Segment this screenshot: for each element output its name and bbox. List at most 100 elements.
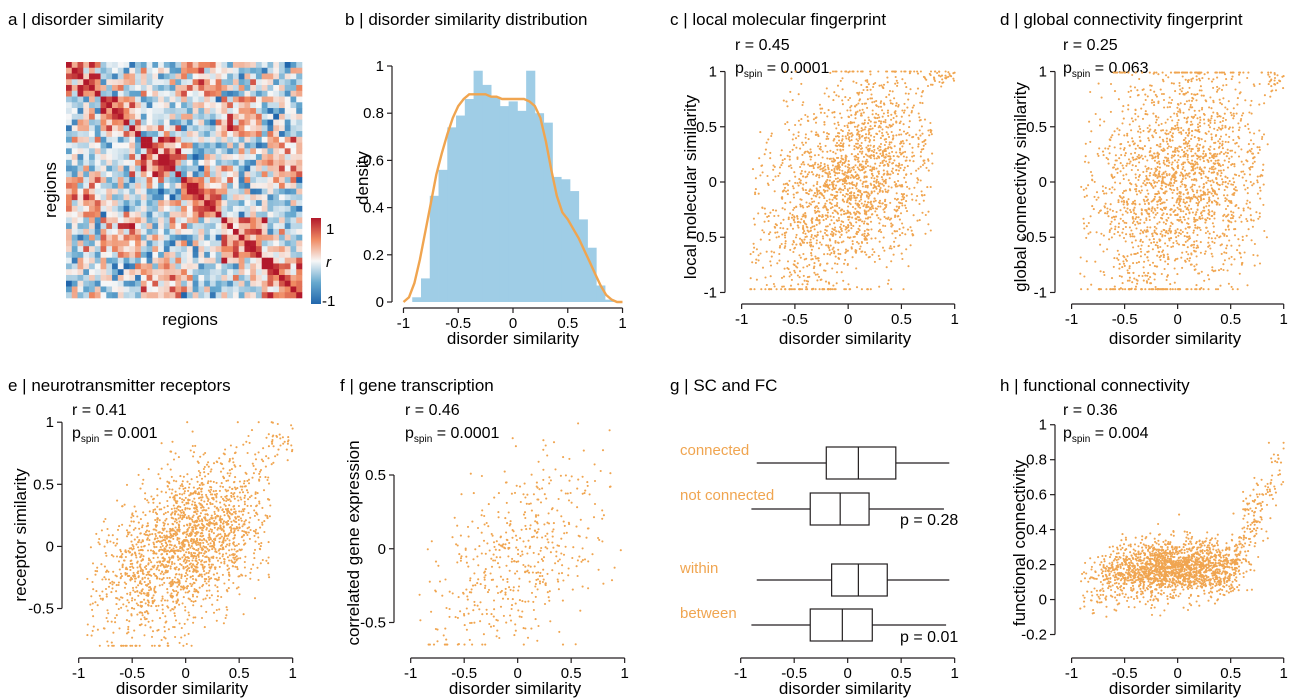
heatmap-cell bbox=[261, 274, 268, 282]
data-point bbox=[838, 179, 841, 182]
heatmap-cell bbox=[215, 280, 222, 287]
data-point bbox=[818, 210, 821, 213]
data-point bbox=[850, 227, 853, 230]
heatmap-cell bbox=[238, 171, 245, 178]
heatmap-cell bbox=[89, 136, 96, 143]
data-point bbox=[1179, 185, 1182, 188]
heatmap-cell bbox=[186, 119, 193, 126]
heatmap-cell bbox=[250, 90, 257, 97]
heatmap-cell bbox=[100, 274, 107, 282]
heatmap-cell bbox=[244, 240, 251, 247]
data-point bbox=[1099, 288, 1103, 291]
data-point bbox=[1136, 155, 1139, 158]
heatmap-cell bbox=[175, 108, 182, 115]
x-tick-label: -1 bbox=[735, 311, 748, 328]
data-point bbox=[899, 212, 903, 215]
data-point bbox=[853, 192, 856, 195]
data-point bbox=[869, 128, 872, 131]
heatmap-cell bbox=[186, 102, 193, 109]
data-point bbox=[872, 155, 875, 158]
heatmap-cell bbox=[146, 280, 153, 287]
heatmap-cell bbox=[273, 171, 280, 178]
data-point bbox=[832, 250, 836, 253]
heatmap-cell bbox=[146, 251, 153, 259]
panel-c-title: c | local molecular fingerprint bbox=[670, 10, 886, 29]
heatmap-cell bbox=[94, 102, 101, 109]
y-tick-label: 0.6 bbox=[363, 152, 384, 169]
data-point bbox=[1221, 147, 1224, 150]
heatmap-cell bbox=[267, 154, 274, 161]
data-point bbox=[1198, 79, 1202, 82]
data-point bbox=[842, 210, 846, 213]
heatmap-cell bbox=[152, 286, 159, 293]
heatmap-cell bbox=[129, 240, 136, 247]
data-point bbox=[889, 173, 892, 176]
data-point bbox=[881, 131, 884, 135]
heatmap-cell bbox=[296, 148, 303, 155]
heatmap-cell bbox=[284, 165, 291, 172]
heatmap-cell bbox=[290, 85, 297, 92]
data-point bbox=[839, 223, 843, 226]
data-point bbox=[883, 211, 886, 214]
data-point bbox=[906, 185, 909, 188]
data-point bbox=[1179, 109, 1182, 112]
heatmap-cell bbox=[163, 217, 170, 224]
data-point bbox=[821, 150, 824, 153]
heatmap-cell bbox=[106, 154, 113, 161]
heatmap-cell bbox=[140, 223, 147, 230]
heatmap-cell bbox=[209, 263, 216, 270]
heatmap-cell bbox=[169, 131, 176, 138]
heatmap-cell bbox=[273, 269, 280, 276]
data-point bbox=[772, 164, 775, 167]
heatmap-cell bbox=[192, 67, 199, 74]
data-point bbox=[1095, 198, 1098, 201]
heatmap-cell bbox=[106, 90, 113, 97]
heatmap-cell bbox=[227, 211, 234, 218]
data-point bbox=[823, 163, 826, 166]
data-point bbox=[1143, 260, 1146, 263]
data-point bbox=[794, 175, 797, 178]
heatmap-cell bbox=[66, 188, 73, 195]
data-point bbox=[887, 155, 890, 158]
data-point bbox=[1208, 148, 1211, 152]
data-point bbox=[1221, 178, 1224, 181]
heatmap-cell bbox=[221, 246, 228, 253]
data-point bbox=[854, 196, 857, 200]
data-point bbox=[1186, 71, 1189, 74]
heatmap-cell bbox=[232, 148, 239, 155]
data-point bbox=[871, 113, 874, 116]
heatmap-cell bbox=[112, 228, 119, 235]
data-point bbox=[844, 288, 847, 291]
data-point bbox=[867, 216, 870, 219]
data-point bbox=[902, 288, 905, 291]
data-point bbox=[1176, 106, 1179, 109]
data-point bbox=[1113, 130, 1116, 133]
data-point bbox=[867, 201, 870, 204]
heatmap-cell bbox=[94, 286, 101, 293]
heatmap-cell bbox=[284, 171, 291, 178]
heatmap-cell bbox=[278, 274, 286, 282]
data-point bbox=[1208, 196, 1211, 199]
data-point bbox=[806, 173, 809, 176]
data-point bbox=[918, 119, 921, 122]
data-point bbox=[757, 192, 760, 195]
heatmap-cell bbox=[94, 223, 101, 230]
data-point bbox=[1188, 235, 1191, 238]
heatmap-cell bbox=[83, 223, 90, 230]
y-tick-label: -0.5 bbox=[691, 229, 717, 246]
data-point bbox=[873, 100, 876, 103]
data-point bbox=[1188, 144, 1191, 147]
data-point bbox=[821, 107, 824, 110]
heatmap-cell bbox=[100, 142, 107, 149]
heatmap-cell bbox=[244, 102, 251, 109]
data-point bbox=[850, 104, 853, 107]
data-point bbox=[818, 174, 821, 177]
heatmap-cell bbox=[123, 73, 130, 80]
data-point bbox=[879, 148, 882, 151]
heatmap-cell bbox=[296, 240, 303, 247]
heatmap-cell bbox=[146, 292, 153, 299]
heatmap-cell bbox=[163, 182, 170, 189]
heatmap-cell bbox=[221, 240, 228, 247]
data-point bbox=[926, 186, 929, 189]
data-point bbox=[1119, 209, 1122, 212]
